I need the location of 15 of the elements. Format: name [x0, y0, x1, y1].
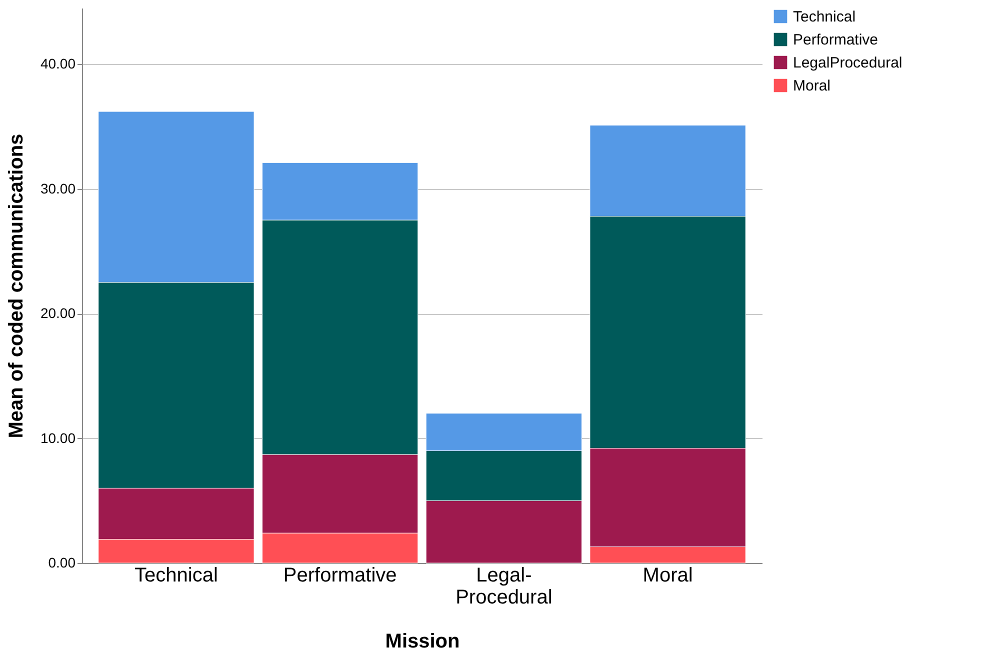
legend-label: Moral [793, 78, 831, 94]
legend-label: Technical [793, 8, 856, 26]
x-axis-title: Mission [385, 630, 460, 652]
y-tick-label: 0.00 [48, 554, 76, 570]
x-tick-label: Performative [283, 564, 397, 586]
y-tick-label: 10.00 [40, 430, 76, 446]
y-tick-label: 20.00 [40, 305, 76, 322]
y-tick-label: 30.00 [40, 180, 76, 196]
y-axis-title: Mean of coded communications [5, 134, 28, 438]
x-tick-label: Moral [642, 564, 693, 586]
x-tick-label: Legal-Procedural [456, 564, 552, 608]
x-tick-label: Technical [134, 564, 218, 586]
legend-label: Performative [793, 32, 878, 48]
legend-label: LegalProcedural [793, 54, 902, 72]
y-tick-label: 40.00 [40, 56, 76, 72]
